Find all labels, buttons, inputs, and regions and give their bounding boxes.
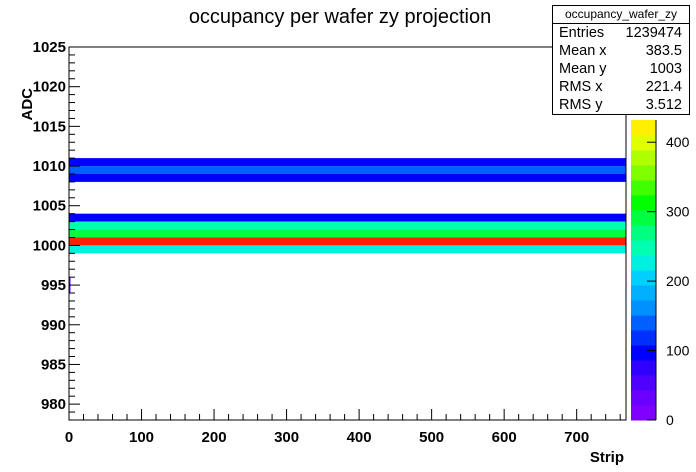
y-tick-label: 985 xyxy=(41,356,66,373)
color-scale-segment xyxy=(631,285,656,301)
chart-title: occupancy per wafer zy projection xyxy=(189,6,491,28)
color-scale-tick-label: 300 xyxy=(666,204,690,220)
color-scale-segment xyxy=(631,240,656,256)
stats-title: occupancy_wafer_zy xyxy=(553,6,689,24)
heatmap-band xyxy=(69,213,626,222)
stats-box: occupancy_wafer_zy Entries 1239474 Mean x 3… xyxy=(552,5,690,115)
stats-row: Mean x 383.5 xyxy=(553,42,689,60)
stats-label: Mean y xyxy=(559,61,607,77)
color-scale-segment xyxy=(631,135,656,151)
x-tick-label: 400 xyxy=(347,429,372,446)
heatmap-band xyxy=(69,237,626,246)
x-tick-label: 0 xyxy=(65,429,73,446)
x-tick-label: 600 xyxy=(492,429,517,446)
stats-label: Mean x xyxy=(559,43,607,59)
color-scale-segment xyxy=(631,315,656,331)
x-axis: 0 100 200 300 400 500 600 700 xyxy=(65,409,621,446)
color-scale-segment xyxy=(631,210,656,226)
stats-label: Entries xyxy=(559,25,605,41)
y-tick-label: 990 xyxy=(41,317,66,334)
stats-row: Entries 1239474 xyxy=(553,24,689,42)
color-scale-segment xyxy=(631,390,656,406)
color-scale: 0 100 200 300 400 xyxy=(631,120,690,428)
color-scale-segment xyxy=(631,180,656,196)
heatmap-band xyxy=(69,166,626,174)
color-scale-tick-label: 0 xyxy=(666,412,674,428)
x-tick-label: 300 xyxy=(274,429,299,446)
color-scale-segment xyxy=(631,375,656,391)
stats-value: 1239474 xyxy=(625,25,682,41)
stats-row: Mean y 1003 xyxy=(553,60,689,78)
color-scale-segment xyxy=(631,345,656,361)
color-scale-segment xyxy=(631,270,656,286)
y-tick-label: 1025 xyxy=(33,39,66,56)
x-tick-label: 500 xyxy=(419,429,444,446)
stats-label: RMS x xyxy=(559,79,603,95)
stats-value: 3.512 xyxy=(645,97,682,113)
stats-label: RMS y xyxy=(559,97,603,113)
y-tick-label: 1020 xyxy=(33,79,66,96)
heatmap-band xyxy=(69,245,626,254)
color-scale-segment xyxy=(631,330,656,346)
heatmap-band xyxy=(69,158,626,167)
color-scale-segment xyxy=(631,195,656,211)
plot-frame xyxy=(68,46,627,421)
color-scale-segment xyxy=(631,225,656,241)
y-tick-label: 980 xyxy=(41,396,66,413)
heatmap-band xyxy=(69,229,626,238)
y-tick-label: 1005 xyxy=(33,198,66,215)
color-scale-segment xyxy=(631,405,656,421)
color-scale-segment xyxy=(631,255,656,271)
color-scale-tick-label: 400 xyxy=(666,134,690,150)
heatmap-band xyxy=(69,173,626,182)
y-axis: 980 985 990 995 1000 1005 1010 1015 1020 1025 xyxy=(33,39,80,421)
y-tick-label: 995 xyxy=(41,277,66,294)
color-scale-tick-label: 200 xyxy=(666,273,690,289)
stats-value: 383.5 xyxy=(645,43,682,59)
color-scale-segment xyxy=(631,360,656,376)
stats-value: 1003 xyxy=(649,61,682,77)
x-tick-label: 100 xyxy=(129,429,154,446)
y-tick-label: 1010 xyxy=(33,158,66,175)
color-scale-segment xyxy=(631,165,656,181)
color-scale-tick-label: 100 xyxy=(666,343,690,359)
y-tick-label: 1000 xyxy=(33,237,66,254)
x-tick-label: 200 xyxy=(202,429,227,446)
heatmap-bands xyxy=(69,158,626,294)
stats-row: RMS x 221.4 xyxy=(553,78,689,96)
heatmap-band xyxy=(69,221,626,230)
y-tick-label: 1015 xyxy=(33,118,66,135)
y-axis-label: ADC xyxy=(19,88,36,121)
color-scale-segment xyxy=(631,120,656,136)
x-tick-label: 700 xyxy=(564,429,589,446)
stats-value: 221.4 xyxy=(645,79,682,95)
color-scale-segment xyxy=(631,300,656,316)
x-axis-label: Strip xyxy=(590,449,624,466)
stats-row: RMS y 3.512 xyxy=(553,96,689,114)
color-scale-segment xyxy=(631,150,656,166)
